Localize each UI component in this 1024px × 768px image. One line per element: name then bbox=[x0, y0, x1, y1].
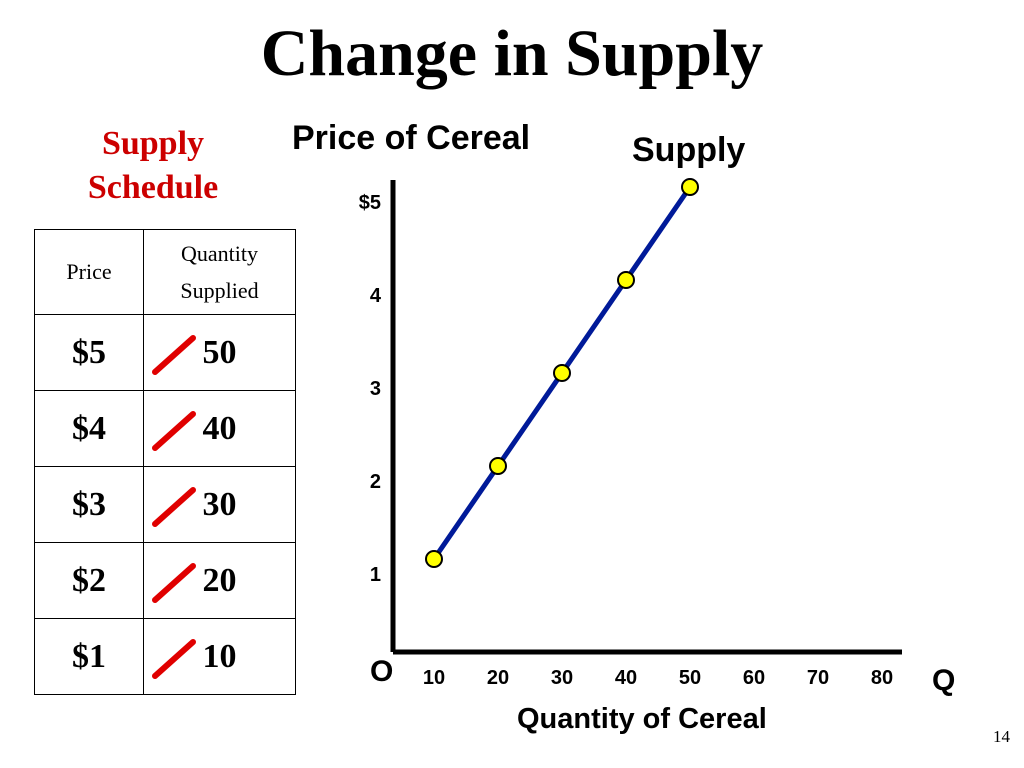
supply-point bbox=[553, 364, 571, 382]
x-tick-label: 60 bbox=[743, 667, 765, 689]
strike-through-mark bbox=[152, 335, 196, 375]
chart-title: Price of Cereal bbox=[292, 119, 531, 157]
price-cell: $4 bbox=[34, 390, 144, 467]
y-tick-label: 3 bbox=[370, 378, 381, 400]
x-tick-label: 80 bbox=[871, 667, 893, 689]
x-tick-label: 20 bbox=[487, 667, 509, 689]
y-tick-label: $5 bbox=[359, 192, 381, 214]
quantity-cell: 50 bbox=[143, 314, 296, 391]
quantity-header-line2: Supplied bbox=[180, 278, 259, 303]
x-tick-label: 10 bbox=[423, 667, 445, 689]
table-row: $5 50 bbox=[34, 314, 296, 391]
schedule-heading-line2: Schedule bbox=[87, 169, 219, 207]
quantity-cell: 40 bbox=[143, 390, 296, 467]
origin-label: O bbox=[370, 655, 393, 688]
strike-through-mark bbox=[152, 487, 196, 527]
table-row: $4 40 bbox=[34, 390, 296, 467]
slide-title: Change in Supply bbox=[260, 17, 764, 90]
strike-through-mark bbox=[152, 411, 196, 451]
price-cell: $1 bbox=[34, 618, 144, 695]
x-tick-label: 30 bbox=[551, 667, 573, 689]
supply-point bbox=[617, 271, 635, 289]
y-tick-label: 4 bbox=[370, 285, 382, 307]
x-tick-label: 40 bbox=[615, 667, 637, 689]
quantity-value: 30 bbox=[202, 485, 237, 523]
quantity-cell: 10 bbox=[143, 618, 296, 695]
quantity-value: 20 bbox=[202, 561, 237, 599]
supply-point bbox=[489, 457, 507, 475]
price-header-label: Price bbox=[66, 259, 112, 285]
supply-schedule-table: Price Quantity Supplied $5 50 $4 40 $3 bbox=[34, 229, 296, 695]
x-axis-title: Quantity of Cereal bbox=[517, 703, 767, 735]
supply-curve-label: Supply bbox=[632, 131, 746, 169]
quantity-value: 10 bbox=[202, 637, 237, 675]
table-row: $1 10 bbox=[34, 618, 296, 695]
slide-number: 14 bbox=[993, 727, 1010, 746]
table-row: $2 20 bbox=[34, 542, 296, 619]
quantity-cell: 30 bbox=[143, 466, 296, 543]
quantity-value: 50 bbox=[202, 333, 237, 371]
supply-point bbox=[681, 178, 699, 196]
quantity-column-header: Quantity Supplied bbox=[143, 229, 296, 315]
x-tick-labels: 10 20 30 40 50 60 70 80 bbox=[423, 667, 893, 689]
y-tick-labels: 1 2 3 4 $5 bbox=[359, 192, 382, 586]
x-tick-label: 70 bbox=[807, 667, 829, 689]
quantity-header-line1: Quantity bbox=[181, 240, 258, 266]
supply-points bbox=[425, 178, 699, 568]
strike-through-mark bbox=[152, 563, 196, 603]
price-cell: $2 bbox=[34, 542, 144, 619]
x-axis-letter: Q bbox=[932, 664, 955, 697]
schedule-heading-line1: Supply bbox=[101, 125, 205, 162]
y-tick-label: 2 bbox=[370, 471, 381, 493]
quantity-cell: 20 bbox=[143, 542, 296, 619]
supply-point bbox=[425, 550, 443, 568]
x-tick-label: 50 bbox=[679, 667, 701, 689]
y-tick-label: 1 bbox=[370, 564, 381, 586]
supply-schedule-heading: Supply Schedule bbox=[40, 122, 266, 210]
quantity-value: 40 bbox=[202, 409, 237, 447]
strike-through-mark bbox=[152, 639, 196, 679]
